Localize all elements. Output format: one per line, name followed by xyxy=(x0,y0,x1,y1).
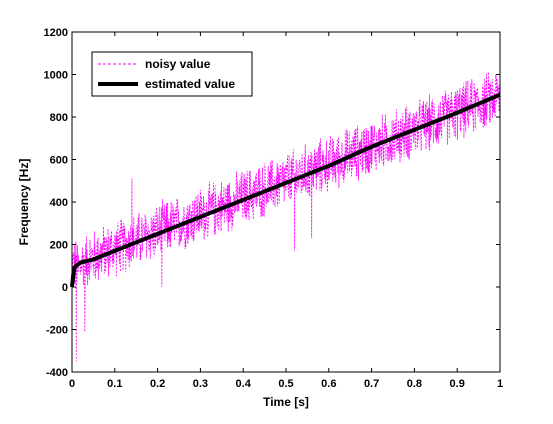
x-tick-label: 0.9 xyxy=(450,378,465,390)
x-tick-label: 0.5 xyxy=(278,378,293,390)
y-tick-label: 1000 xyxy=(44,70,68,82)
x-tick-label: 0.3 xyxy=(193,378,208,390)
x-tick-label: 0.7 xyxy=(364,378,379,390)
x-tick-label: 1 xyxy=(497,378,503,390)
x-tick-label: 0.8 xyxy=(407,378,422,390)
y-tick-label: -400 xyxy=(46,367,68,379)
legend-label-estimated: estimated value xyxy=(145,77,235,91)
y-tick-label: 800 xyxy=(50,112,68,124)
x-tick-label: 0.4 xyxy=(236,378,252,390)
ticks-layer: 0 0.1 0.2 0.3 0.4 0.5 0.6 0.7 0.8 0.9 1 -400 -200 0 20… xyxy=(44,27,504,390)
y-tick-label: -200 xyxy=(46,325,68,337)
y-axis-label: Frequency [Hz] xyxy=(17,159,31,246)
y-tick-label: 600 xyxy=(50,155,68,167)
x-axis-label: Time [s] xyxy=(263,395,309,409)
x-tick-label: 0 xyxy=(69,378,75,390)
legend-label-noisy: noisy value xyxy=(145,57,211,71)
x-tick-label: 0.1 xyxy=(107,378,122,390)
series-noisy-line xyxy=(71,72,501,362)
y-tick-label: 1200 xyxy=(44,27,68,39)
y-tick-label: 0 xyxy=(62,282,68,294)
series-layer xyxy=(70,72,501,362)
x-tick-label: 0.2 xyxy=(150,378,165,390)
legend-box xyxy=(91,51,253,97)
y-tick-label: 200 xyxy=(50,240,68,252)
legend: noisy value estimated value xyxy=(91,51,253,97)
y-tick-label: 400 xyxy=(50,197,68,209)
series-estimated-line xyxy=(70,92,501,288)
x-tick-label: 0.6 xyxy=(321,378,336,390)
